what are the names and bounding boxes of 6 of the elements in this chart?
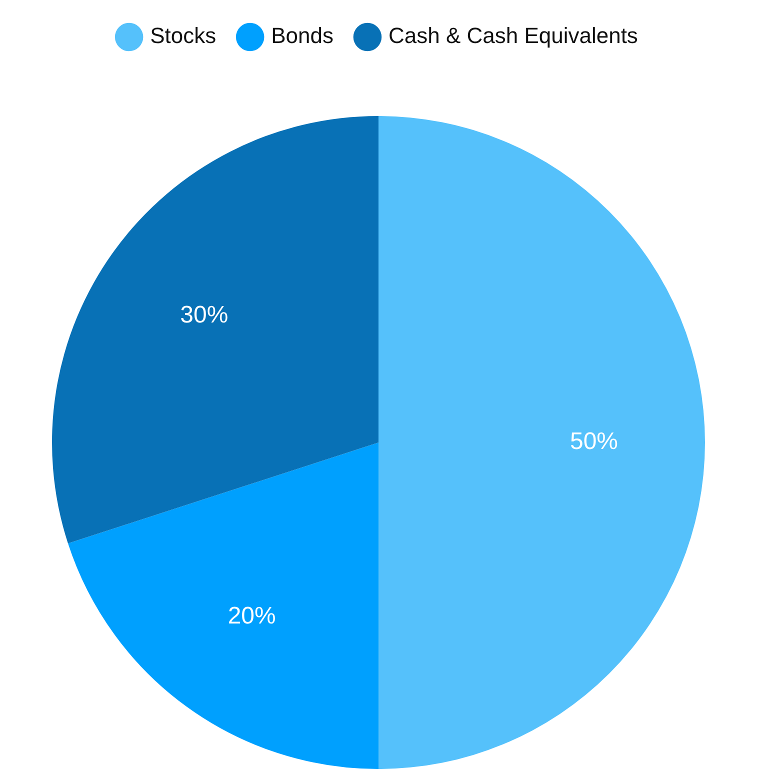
legend-label: Bonds — [271, 23, 334, 48]
data-label: 50% — [570, 428, 618, 456]
data-label: 30% — [180, 301, 228, 328]
legend-label: Stocks — [150, 23, 216, 48]
data-label: 20% — [228, 602, 276, 630]
legend-label: Cash & Cash Equivalents — [388, 23, 638, 48]
